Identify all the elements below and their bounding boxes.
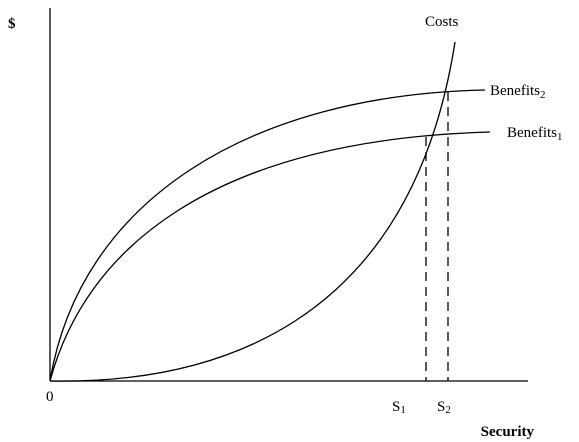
costs-label: Costs — [425, 14, 459, 30]
benefits-1-label: Benefits1 — [507, 125, 563, 143]
origin-label: 0 — [46, 389, 54, 405]
costs-curve — [49, 41, 456, 382]
s1-label: S1 — [392, 399, 406, 416]
x-axis-label: Security — [481, 424, 535, 440]
benefits-2-curve — [49, 89, 486, 382]
y-axis-label: $ — [8, 16, 16, 32]
benefits-1-curve — [49, 131, 491, 382]
benefits-2-label: Benefits2 — [490, 83, 546, 101]
s2-label: S2 — [437, 399, 451, 416]
